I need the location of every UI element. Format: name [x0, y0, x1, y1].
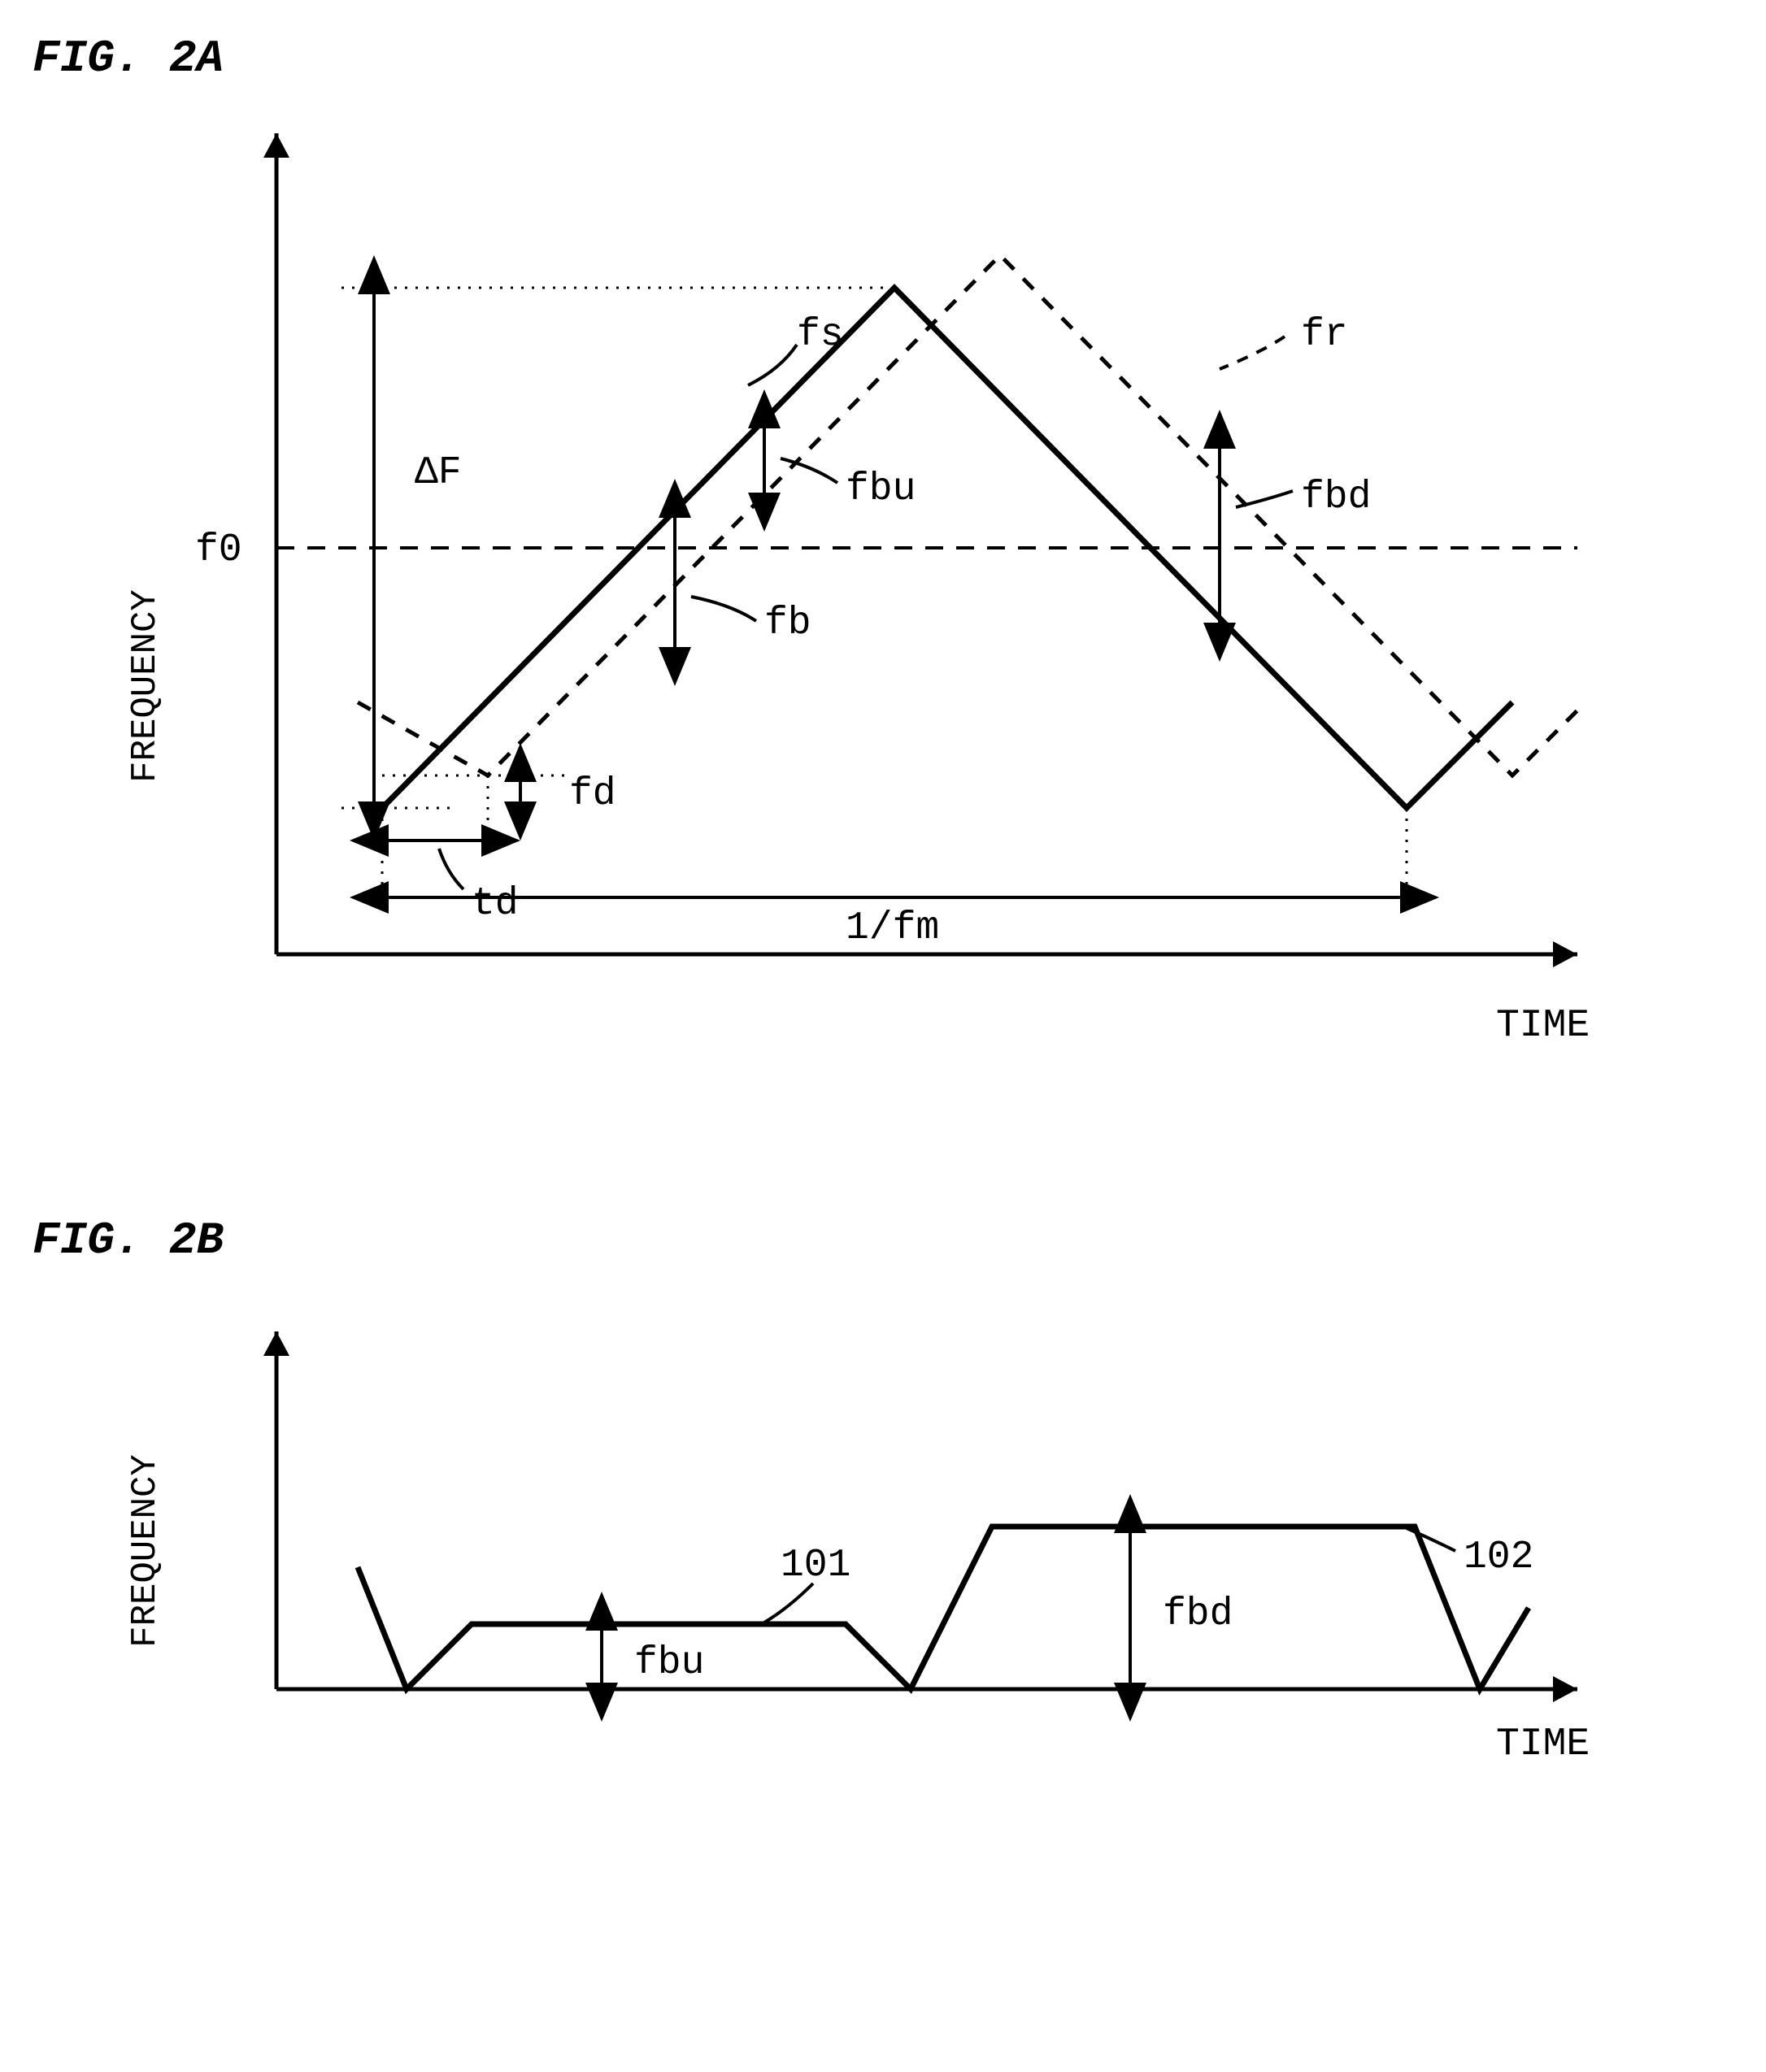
fig2a-y-label: FREQUENCY	[125, 589, 166, 783]
fig2b-102-leader	[1407, 1528, 1455, 1551]
fig2b-y-arrow	[263, 1331, 289, 1356]
fig2a-fr-leader	[1220, 337, 1285, 369]
fig2a-fr-wave	[358, 255, 1577, 775]
fig2b-x-label: TIME	[1496, 1722, 1590, 1766]
fig2b-svg: FREQUENCY TIME fbu fbd 101 102	[33, 1283, 1659, 1787]
fig2a-fs-leader	[748, 345, 797, 385]
fig2a-svg: FREQUENCY TIME ΔF f0 fs fr fbu	[33, 101, 1659, 1117]
fig2a-fbd-leader	[1236, 491, 1293, 507]
fig2a-x-arrow	[1553, 941, 1577, 967]
fig2b-title: FIG. 2B	[33, 1214, 1733, 1266]
fig2a-fb-leader	[691, 597, 756, 621]
fig2b-101-leader	[764, 1583, 813, 1622]
fig2a-title: FIG. 2A	[33, 33, 1733, 85]
fig2a-fb-text: fb	[764, 602, 811, 645]
fig2b-101-text: 101	[781, 1544, 850, 1588]
fig2a-period-text: 1/fm	[846, 906, 939, 950]
fig2a-f0-text: f0	[195, 528, 242, 572]
fig2a-x-label: TIME	[1496, 1004, 1590, 1048]
fig2b-fbd-text: fbd	[1163, 1592, 1233, 1636]
fig2a-wrap: FIG. 2A FREQUENCY TIME	[33, 33, 1733, 1117]
fig2a-fd-text: fd	[569, 772, 616, 816]
fig2a-td-text: td	[472, 882, 519, 926]
fig2a-fbu-leader	[781, 458, 837, 483]
fig2a-fs-text: fs	[797, 313, 844, 357]
fig2b-wave	[358, 1527, 1529, 1689]
fig2b-fbu-text: fbu	[634, 1641, 704, 1685]
fig2a-deltaF-text: ΔF	[415, 451, 462, 495]
fig2a-y-arrow	[263, 133, 289, 158]
fig2b-x-arrow	[1553, 1676, 1577, 1702]
fig2b-102-text: 102	[1464, 1536, 1533, 1579]
fig2a-fbu-text: fbu	[846, 467, 916, 511]
fig2a-fbd-text: fbd	[1301, 476, 1371, 519]
fig2a-fr-text: fr	[1301, 313, 1348, 357]
fig2b-wrap: FIG. 2B FREQUENCY TIME fbu fbd 101	[33, 1214, 1733, 1787]
fig2a-td-leader	[439, 849, 463, 889]
fig2b-y-label: FREQUENCY	[125, 1454, 166, 1648]
